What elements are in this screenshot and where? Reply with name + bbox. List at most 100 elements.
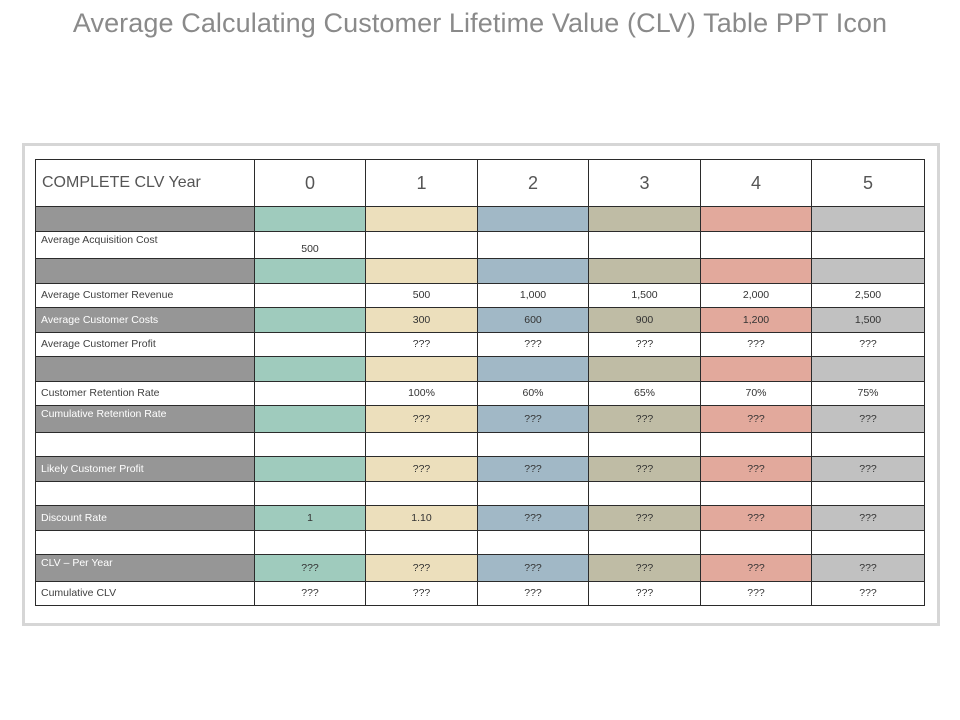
table-row — [35, 529, 925, 555]
row-label: Customer Retention Rate — [35, 380, 255, 406]
table-row: Discount Rate 1 1.10???????????? — [35, 505, 925, 531]
table-cell-year-5: ??? — [811, 456, 925, 482]
table-row — [35, 206, 925, 232]
table-cell-year-5 — [811, 230, 925, 259]
header-cell-year-2: 2 — [477, 159, 589, 207]
table-cell-year-2 — [477, 206, 589, 232]
header-cell-label: COMPLETE CLV Year — [35, 159, 255, 207]
header-cell-year-5: 5 — [811, 159, 925, 207]
row-label: Likely Customer Profit — [35, 456, 255, 482]
row-label: Cumulative CLV — [35, 580, 255, 606]
table-cell-year-5 — [811, 529, 925, 555]
table-cell-year-2 — [477, 258, 589, 284]
table-row — [35, 258, 925, 284]
table-cell-year-3 — [588, 529, 701, 555]
table-cell-year-5: 1,500 — [811, 307, 925, 333]
table-cell-year-5 — [811, 258, 925, 284]
table-row — [35, 431, 925, 457]
table-cell-year-1 — [365, 258, 478, 284]
table-cell-year-2: 600 — [477, 307, 589, 333]
table-row: Cumulative Retention Rate??????????????? — [35, 405, 925, 433]
header-cell-year-4: 4 — [700, 159, 812, 207]
table-cell-year-0 — [254, 258, 366, 284]
table-cell-year-4 — [700, 258, 812, 284]
table-cell-year-2: ??? — [477, 554, 589, 582]
table-cell-year-3: ??? — [588, 456, 701, 482]
table-cell-year-4: ??? — [700, 405, 812, 433]
table-cell-year-0 — [254, 331, 366, 357]
row-label: Discount Rate — [35, 505, 255, 531]
header-cell-year-0: 0 — [254, 159, 366, 207]
table-cell-year-1: 1.10 — [365, 505, 478, 531]
table-cell-year-2: 60% — [477, 380, 589, 406]
row-label: CLV – Per Year — [35, 554, 255, 582]
table-cell-year-3 — [588, 230, 701, 259]
table-cell-year-0: 500 — [254, 230, 366, 259]
table-cell-year-5 — [811, 480, 925, 506]
row-label — [35, 480, 255, 506]
table-cell-year-5: ??? — [811, 505, 925, 531]
table-cell-year-5: ??? — [811, 331, 925, 357]
table-cell-year-4: 2,000 — [700, 282, 812, 308]
row-label: Average Customer Costs — [35, 307, 255, 333]
table-cell-year-2 — [477, 230, 589, 259]
table-cell-year-5: ??? — [811, 554, 925, 582]
table-row: Average Acquisition Cost 500 — [35, 230, 925, 259]
table-cell-year-3: ??? — [588, 580, 701, 606]
table-cell-year-1 — [365, 529, 478, 555]
header-cell-year-3: 3 — [588, 159, 701, 207]
table-cell-year-0 — [254, 380, 366, 406]
table-cell-year-1: ??? — [365, 405, 478, 433]
table-cell-year-3 — [588, 206, 701, 232]
row-label: Average Customer Revenue — [35, 282, 255, 308]
table-cell-year-3 — [588, 258, 701, 284]
table-cell-year-5 — [811, 431, 925, 457]
table-cell-year-3 — [588, 480, 701, 506]
table-cell-year-4 — [700, 480, 812, 506]
table-cell-year-1: ??? — [365, 456, 478, 482]
header-cell-year-1: 1 — [365, 159, 478, 207]
row-label — [35, 206, 255, 232]
table-cell-year-2 — [477, 356, 589, 382]
table-cell-year-0 — [254, 206, 366, 232]
table-cell-year-2 — [477, 431, 589, 457]
table-cell-year-3: 1,500 — [588, 282, 701, 308]
table-cell-year-1: 500 — [365, 282, 478, 308]
table-cell-year-0 — [254, 307, 366, 333]
table-cell-year-2: ??? — [477, 505, 589, 531]
table-cell-year-2 — [477, 529, 589, 555]
table-cell-year-3 — [588, 431, 701, 457]
table-cell-year-0: ??? — [254, 554, 366, 582]
table-cell-year-2: ??? — [477, 331, 589, 357]
table-cell-year-1 — [365, 431, 478, 457]
table-cell-year-3: ??? — [588, 405, 701, 433]
clv-table-body: COMPLETE CLV Year 0 1 2 3 4 5 Average Ac… — [35, 159, 925, 606]
table-cell-year-1 — [365, 230, 478, 259]
table-cell-year-4: ??? — [700, 331, 812, 357]
table-cell-year-5 — [811, 356, 925, 382]
table-cell-year-5 — [811, 206, 925, 232]
table-cell-year-4: ??? — [700, 580, 812, 606]
table-cell-year-1: 300 — [365, 307, 478, 333]
table-row: Cumulative CLV?????????????????? — [35, 580, 925, 606]
table-cell-year-0 — [254, 480, 366, 506]
table-cell-year-0: 1 — [254, 505, 366, 531]
table-cell-year-0 — [254, 356, 366, 382]
table-cell-year-3: 900 — [588, 307, 701, 333]
table-cell-year-0 — [254, 431, 366, 457]
table-cell-year-4: ??? — [700, 456, 812, 482]
table-cell-year-3: ??? — [588, 554, 701, 582]
table-row: Likely Customer Profit??????????????? — [35, 456, 925, 482]
table-cell-year-4: ??? — [700, 554, 812, 582]
table-cell-year-1: 100% — [365, 380, 478, 406]
page-title: Average Calculating Customer Lifetime Va… — [72, 8, 888, 38]
table-cell-year-1: ??? — [365, 580, 478, 606]
table-cell-year-3: ??? — [588, 505, 701, 531]
table-cell-year-5: 2,500 — [811, 282, 925, 308]
table-cell-year-1 — [365, 356, 478, 382]
table-cell-year-0 — [254, 405, 366, 433]
table-cell-year-1: ??? — [365, 331, 478, 357]
table-cell-year-4 — [700, 230, 812, 259]
table-cell-year-2 — [477, 480, 589, 506]
table-cell-year-4 — [700, 529, 812, 555]
